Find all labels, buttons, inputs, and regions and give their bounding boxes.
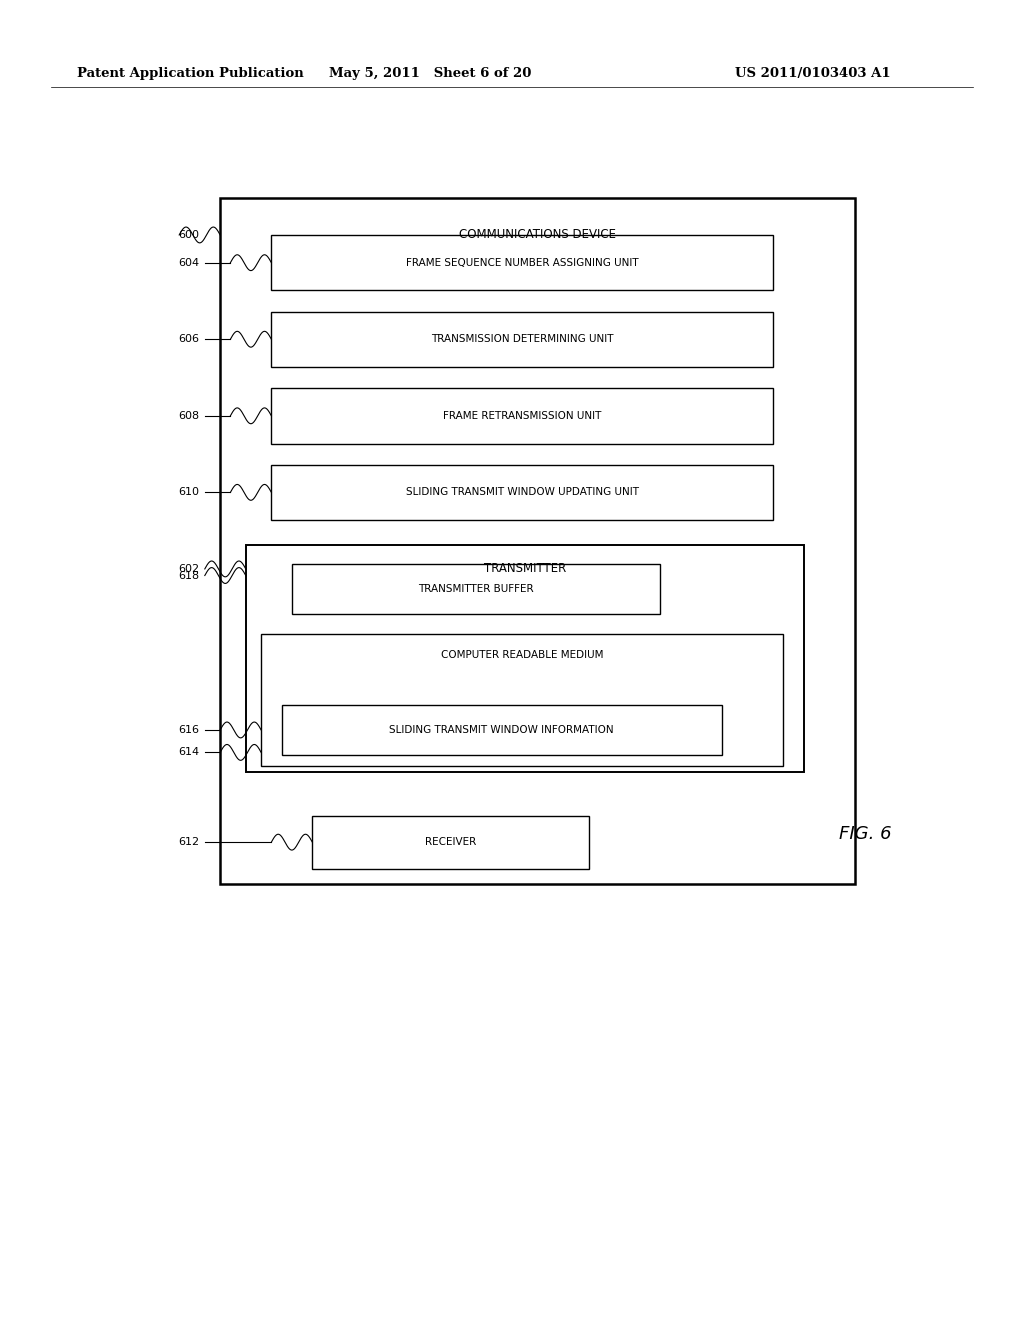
Text: SLIDING TRANSMIT WINDOW UPDATING UNIT: SLIDING TRANSMIT WINDOW UPDATING UNIT [406,487,639,498]
Text: TRANSMISSION DETERMINING UNIT: TRANSMISSION DETERMINING UNIT [431,334,613,345]
Text: 606: 606 [178,334,200,345]
Bar [271,235,773,290]
Text: 610: 610 [178,487,200,498]
Text: May 5, 2011   Sheet 6 of 20: May 5, 2011 Sheet 6 of 20 [329,67,531,81]
Text: 604: 604 [178,257,200,268]
Bar [271,312,773,367]
Text: COMMUNICATIONS DEVICE: COMMUNICATIONS DEVICE [459,228,616,242]
Bar [261,634,783,766]
Text: 618: 618 [178,570,200,581]
Text: 608: 608 [178,411,200,421]
Bar [246,545,804,772]
Text: FIG. 6: FIG. 6 [839,825,892,843]
Bar [271,388,773,444]
Text: COMPUTER READABLE MEDIUM: COMPUTER READABLE MEDIUM [441,649,603,660]
Bar [220,198,855,884]
Text: 614: 614 [178,747,200,758]
Text: 600: 600 [178,230,200,240]
Text: TRANSMITTER: TRANSMITTER [483,562,566,576]
Text: FRAME SEQUENCE NUMBER ASSIGNING UNIT: FRAME SEQUENCE NUMBER ASSIGNING UNIT [406,257,639,268]
Text: US 2011/0103403 A1: US 2011/0103403 A1 [735,67,891,81]
Bar [282,705,722,755]
Bar [312,816,589,869]
Bar [292,564,660,614]
Text: 612: 612 [178,837,200,847]
Text: FRAME RETRANSMISSION UNIT: FRAME RETRANSMISSION UNIT [443,411,601,421]
Text: 602: 602 [178,564,200,574]
Text: 616: 616 [178,725,200,735]
Bar [271,465,773,520]
Text: Patent Application Publication: Patent Application Publication [77,67,303,81]
Text: SLIDING TRANSMIT WINDOW INFORMATION: SLIDING TRANSMIT WINDOW INFORMATION [389,725,614,735]
Text: TRANSMITTER BUFFER: TRANSMITTER BUFFER [419,583,534,594]
Text: RECEIVER: RECEIVER [425,837,476,847]
